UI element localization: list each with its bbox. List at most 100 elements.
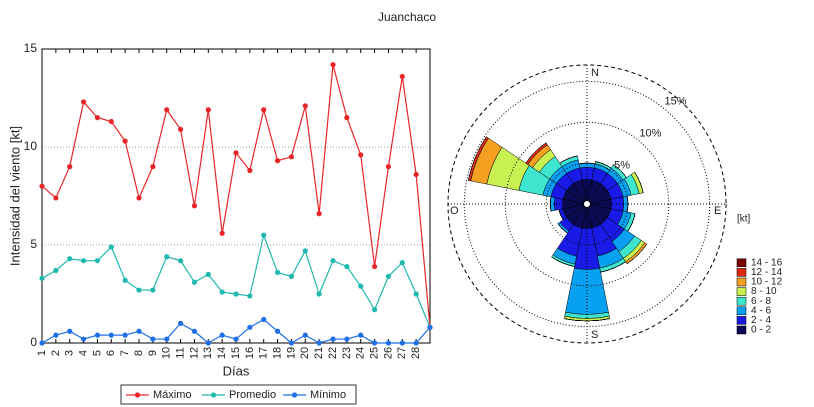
- legend-label: Mínimo: [310, 389, 346, 401]
- point: [53, 267, 59, 274]
- point: [427, 324, 433, 330]
- direction-label: E: [714, 205, 721, 217]
- point: [219, 332, 225, 338]
- y-tick-label: 10: [24, 139, 38, 153]
- point: [80, 336, 87, 342]
- point: [413, 340, 419, 346]
- legend-swatch: [736, 306, 747, 316]
- legend-box: [120, 384, 357, 405]
- x-tick-label: 18: [271, 347, 283, 359]
- legend-label: 6 - 8: [751, 296, 771, 307]
- point: [191, 328, 198, 334]
- point: [191, 279, 198, 285]
- x-tick-label: 15: [230, 347, 242, 359]
- x-tick-label: 4: [77, 350, 89, 356]
- point: [358, 332, 364, 338]
- point: [261, 316, 267, 323]
- x-tick-label: 16: [244, 347, 256, 359]
- point: [205, 271, 211, 277]
- point: [80, 258, 87, 264]
- x-tick-label: 24: [355, 347, 367, 359]
- x-tick-label: 26: [382, 347, 394, 359]
- legend-label: 2 - 4: [751, 315, 771, 326]
- point: [358, 283, 364, 289]
- legend-label: 12 - 14: [751, 267, 783, 278]
- x-tick-label: 23: [341, 347, 353, 359]
- r-tick-label: 10%: [639, 127, 661, 139]
- x-tick-label: 5: [91, 350, 103, 356]
- point: [344, 115, 350, 121]
- x-tick-label: 27: [396, 347, 408, 359]
- plot-frame: [41, 48, 431, 344]
- legend-label: 8 - 10: [751, 286, 777, 297]
- point: [330, 62, 336, 68]
- legend-swatch: [291, 392, 298, 398]
- wind-sector: [551, 256, 575, 267]
- point: [247, 167, 253, 174]
- point: [371, 263, 378, 270]
- legend-swatch: [736, 325, 747, 335]
- x-tick-label: 25: [368, 347, 380, 359]
- point: [67, 328, 73, 334]
- point: [67, 256, 73, 262]
- point: [247, 324, 253, 330]
- point: [233, 291, 239, 297]
- x-tick-label: 19: [285, 347, 297, 359]
- point: [150, 287, 156, 293]
- point: [177, 126, 184, 132]
- point: [385, 340, 392, 346]
- x-tick-label: 17: [258, 347, 270, 359]
- point: [385, 164, 392, 170]
- point: [261, 107, 267, 113]
- point: [233, 150, 239, 156]
- point: [316, 340, 322, 346]
- legend-label: Máximo: [153, 389, 192, 401]
- point: [205, 340, 211, 346]
- point: [219, 289, 225, 295]
- point: [233, 336, 239, 342]
- point: [122, 332, 128, 338]
- center: [583, 200, 591, 208]
- point: [413, 291, 419, 297]
- legend-label: 14 - 16: [751, 257, 783, 268]
- point: [205, 107, 211, 113]
- point: [108, 332, 114, 338]
- y-tick-label: 5: [30, 237, 37, 251]
- point: [399, 73, 405, 80]
- point: [247, 293, 253, 299]
- legend-swatch: [736, 258, 747, 268]
- point: [399, 260, 405, 266]
- x-tick-label: 20: [299, 347, 311, 359]
- point: [274, 269, 281, 276]
- x-tick-label: 3: [64, 350, 76, 356]
- point: [219, 230, 225, 236]
- legend-swatch: [736, 287, 747, 296]
- point: [413, 171, 419, 178]
- grid-ring: [545, 162, 629, 246]
- legend-swatch: [736, 268, 747, 277]
- point: [53, 195, 59, 201]
- point: [316, 211, 322, 217]
- x-tick-label: 12: [188, 347, 200, 359]
- point: [53, 332, 59, 338]
- point: [136, 328, 142, 334]
- point: [94, 258, 101, 264]
- point: [261, 232, 267, 238]
- point: [80, 99, 87, 105]
- wind-sector: [613, 164, 627, 178]
- legend-label: 10 - 12: [751, 277, 783, 288]
- line: [41, 64, 431, 328]
- x-tick-label: 22: [327, 347, 339, 359]
- point: [274, 328, 281, 334]
- point: [316, 291, 322, 297]
- point: [150, 164, 156, 170]
- x-tick-label: 10: [161, 347, 173, 359]
- x-tick-label: 13: [202, 347, 214, 359]
- legend-swatch: [210, 392, 217, 398]
- point: [344, 336, 350, 342]
- point: [371, 340, 378, 346]
- x-tick-label: 14: [216, 347, 228, 359]
- x-axis-label: Días: [223, 363, 250, 378]
- point: [288, 154, 295, 160]
- point: [344, 263, 350, 270]
